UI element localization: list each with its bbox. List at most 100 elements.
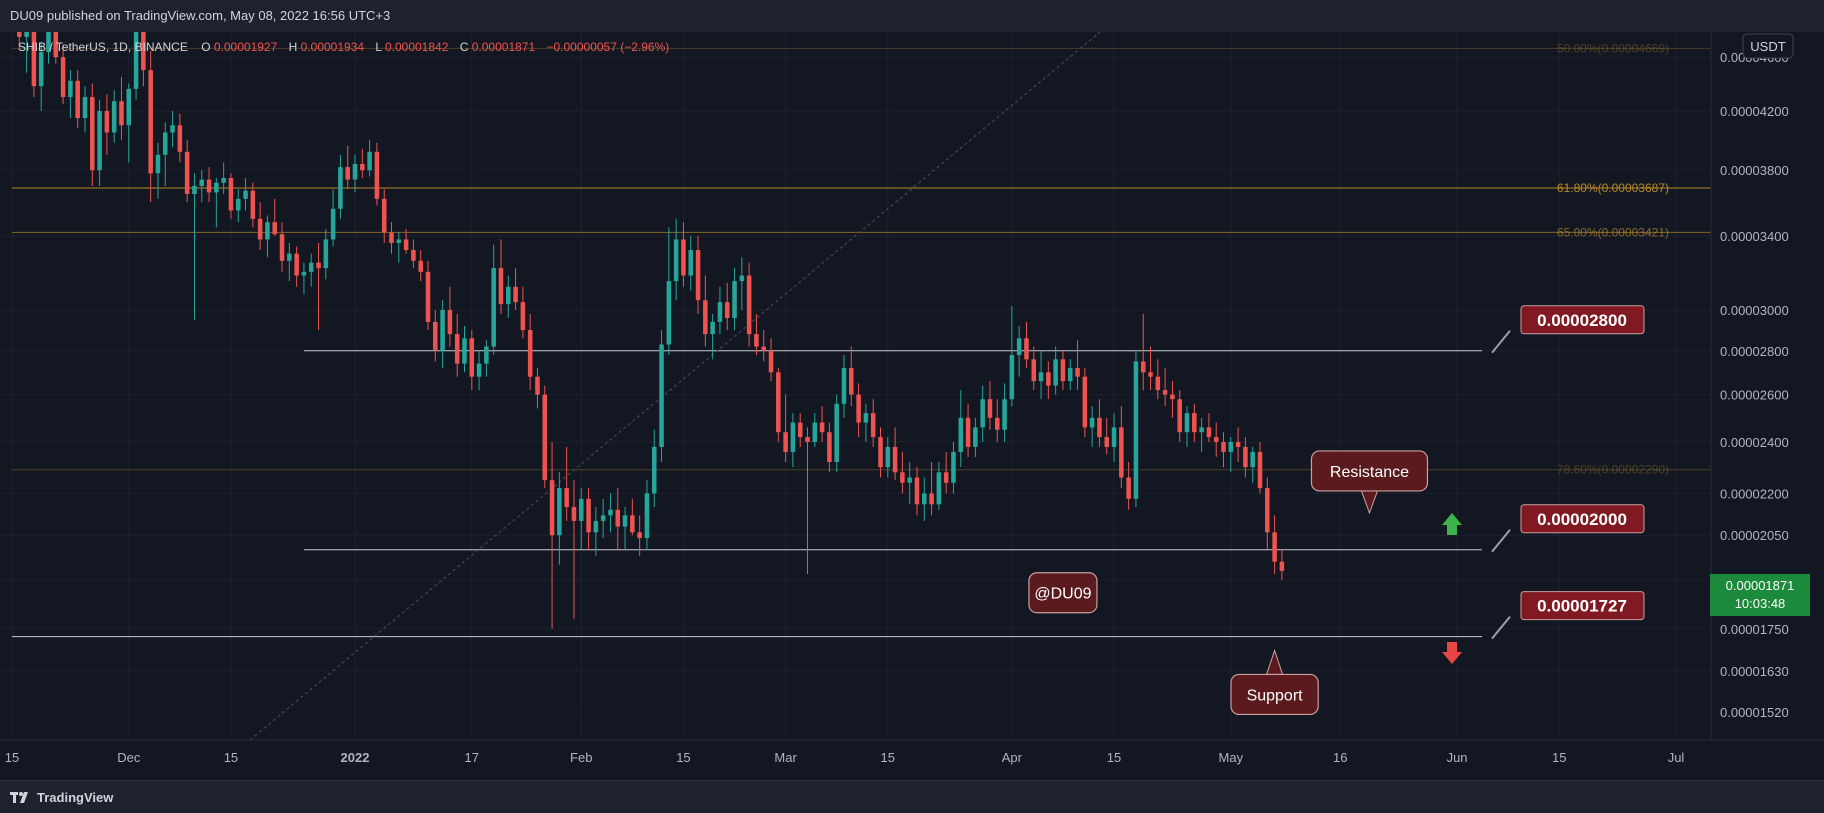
candle-body (746, 275, 752, 335)
callout-box (1520, 504, 1645, 534)
time-axis[interactable]: 15 Dec 15 2022 17 Feb 15 Mar 15 Apr 15 May 16 Jun 15 Ju… (5, 750, 1685, 765)
price-chart[interactable]: 50.00%(0.00004669) 61.80%(0.00003687) 65.0… (0, 32, 1824, 780)
candle-body (819, 422, 825, 433)
candle-body (272, 222, 277, 235)
candle-body (111, 101, 117, 133)
candle-body (38, 52, 44, 87)
candle-body (141, 32, 146, 71)
candle-body (491, 268, 496, 347)
tradingview-logo-icon (10, 792, 28, 803)
candle-body (827, 432, 832, 463)
candle-body (849, 367, 854, 395)
callout-label: 0.00001727 (1537, 597, 1627, 616)
price-tick-label: 0.00002400 (1720, 435, 1789, 450)
fib-level-label: 50.00%(0.00004669) (1557, 41, 1669, 55)
candle-body (1097, 417, 1102, 438)
price-tick-label: 0.00002050 (1720, 528, 1789, 543)
grid (0, 32, 1711, 740)
candle-body (235, 198, 241, 211)
candle-body (498, 268, 504, 305)
candle-body (571, 507, 577, 521)
candle-body (958, 417, 964, 452)
candle-body (1250, 451, 1255, 468)
candle-body (557, 488, 562, 536)
candle-body (622, 515, 628, 527)
footer-bar: TradingView (0, 780, 1824, 813)
candle-body (506, 286, 511, 305)
candle-body (360, 163, 365, 171)
price-level-callout: 0.00002800 (1491, 305, 1645, 354)
candle-body (308, 262, 314, 272)
callout-label: 0.00002000 (1537, 510, 1627, 529)
candle-body (878, 437, 883, 468)
candle-body (403, 239, 409, 251)
annotation-bubble: Resistance (1310, 450, 1429, 515)
price-tick-label: 0.00003400 (1720, 229, 1789, 244)
candle-body (739, 275, 745, 282)
candle-body (476, 363, 482, 377)
candle-body (90, 97, 95, 171)
candle-body (527, 330, 533, 377)
brand-name: TradingView (37, 790, 114, 805)
fib-level-label: 78.60%(0.00002290) (1557, 463, 1669, 477)
candle-body (834, 403, 839, 463)
candle-body (1140, 361, 1146, 373)
candle-body (1206, 427, 1212, 438)
price-tick-label: 0.00003000 (1720, 303, 1789, 318)
annotation-bubble: @DU09 (1028, 572, 1098, 614)
candle-body (484, 346, 489, 364)
candle-body (1082, 376, 1088, 428)
time-tick-label: 16 (1333, 750, 1347, 765)
candle-body (1170, 394, 1175, 400)
callout-pointer (1491, 615, 1511, 640)
price-level-callout: 0.00001727 (1491, 591, 1645, 640)
candle-body (892, 446, 898, 473)
countdown-value: 10:03:48 (1735, 596, 1786, 611)
candle-body (681, 239, 686, 276)
candle-body (1053, 359, 1058, 386)
time-tick-label: May (1219, 750, 1244, 765)
time-tick-label: 15 (1552, 750, 1566, 765)
candle-body (199, 179, 205, 186)
candle-body (1038, 372, 1044, 382)
candle-body (1024, 338, 1029, 360)
candle-body (1067, 367, 1073, 382)
callout-box (1520, 591, 1645, 621)
candle-body (1060, 359, 1066, 382)
currency-button[interactable]: USDT (1742, 33, 1794, 59)
candle-body (907, 477, 912, 483)
candle-body (148, 70, 153, 174)
candle-body (593, 520, 599, 533)
candle-body (644, 493, 650, 539)
candle-body (703, 300, 708, 335)
candle-body (929, 493, 934, 505)
candle-body (856, 394, 861, 423)
candle-body (659, 344, 664, 447)
candle-body (250, 190, 256, 219)
candle-body (1177, 399, 1182, 433)
candle-body (170, 125, 175, 133)
candle-body (951, 451, 956, 483)
candle-body (1192, 413, 1197, 433)
candle-body (440, 309, 445, 351)
time-tick-label: 17 (465, 750, 479, 765)
price-tick-label: 0.00002200 (1720, 486, 1789, 501)
candle-body (1162, 390, 1168, 395)
candle-body (462, 338, 467, 364)
candle-body (1221, 441, 1226, 452)
candle-body (316, 262, 321, 269)
candle-body (1111, 427, 1117, 447)
time-tick-label: 15 (881, 750, 895, 765)
candle-body (724, 302, 730, 318)
candle-body (564, 488, 569, 508)
bubble-label: Support (1247, 687, 1304, 704)
header-bar: DU09 published on TradingView.com, May 0… (0, 0, 1824, 33)
candle-body (1009, 355, 1015, 400)
candle-body (1089, 417, 1095, 428)
time-tick-label: 15 (5, 750, 19, 765)
price-tick-label: 0.00004200 (1720, 104, 1789, 119)
candle-body (542, 394, 548, 481)
candle-body (1199, 427, 1204, 433)
candle-body (790, 422, 796, 452)
candle-body (17, 32, 22, 37)
